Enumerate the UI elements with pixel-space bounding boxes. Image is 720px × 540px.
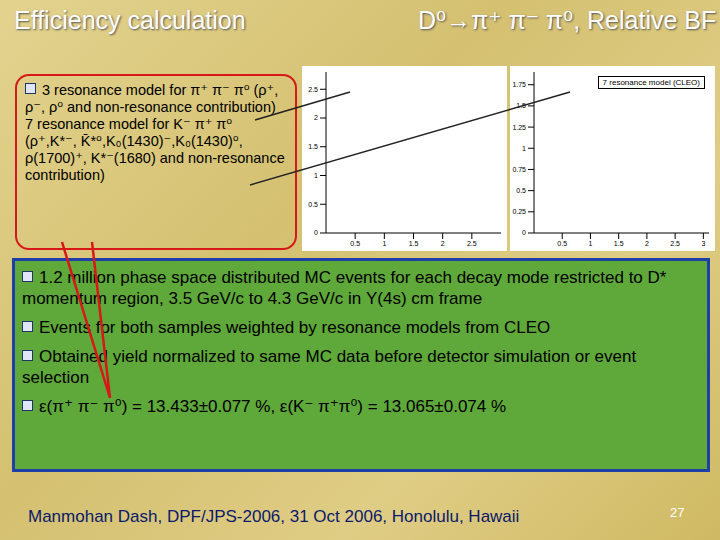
html-text:ε(π⁺ π⁻ π⁰) = 13.433±0.077 %,: ε(π⁺ π⁻ π⁰) = 13.433±0.077 %, ε(K⁻ π⁺π⁰)…: [39, 397, 507, 416]
html-text:Efficiency calculation: Efficiency calculation: [14, 6, 246, 34]
svg-text:1: 1: [588, 240, 592, 247]
svg-text:0: 0: [522, 229, 526, 236]
svg-text:1.5: 1.5: [409, 240, 419, 247]
svg-text:1.5: 1.5: [516, 102, 526, 109]
svg-text:1: 1: [314, 172, 318, 179]
svg-text:1: 1: [522, 145, 526, 152]
html-text:27: 27: [670, 505, 685, 520]
svg-text:2: 2: [645, 240, 649, 247]
html-text:D⁰→π⁺ π⁻ π⁰, Relative BF: D⁰→π⁺ π⁻ π⁰, Relative BF: [418, 6, 717, 34]
svg-text:0.25: 0.25: [512, 208, 526, 215]
html-text:7 resonance model for K⁻ π⁺ π⁰: 7 resonance model for K⁻ π⁺ π⁰ (ρ⁺,K*⁻, …: [25, 116, 285, 183]
svg-text:1.25: 1.25: [512, 124, 526, 131]
svg-text:2: 2: [441, 240, 445, 247]
svg-text:0.5: 0.5: [308, 201, 318, 208]
svg-text:1.5: 1.5: [614, 240, 624, 247]
svg-text:1: 1: [382, 240, 386, 247]
html-text:Manmohan Dash, DPF/JPS-2006, 3: Manmohan Dash, DPF/JPS-2006, 31 Oct 2006…: [28, 507, 520, 526]
html-text:1.2 million phase space distri: 1.2 million phase space distributed MC e…: [22, 268, 667, 308]
html-text:Events for both samples weight: Events for both samples weighted by reso…: [39, 318, 551, 337]
html-text:3 resonance model for π⁺ π⁻ π⁰: 3 resonance model for π⁺ π⁻ π⁰ (ρ⁺, ρ⁻, …: [25, 82, 279, 115]
svg-text:0.5: 0.5: [350, 240, 360, 247]
svg-text:0.5: 0.5: [516, 187, 526, 194]
svg-text:0: 0: [314, 229, 318, 236]
svg-text:2.5: 2.5: [467, 240, 477, 247]
svg-text:2.5: 2.5: [670, 240, 680, 247]
html-text:Obtained yield normalized to s: Obtained yield normalized to same MC dat…: [22, 347, 637, 387]
svg-text:1.75: 1.75: [512, 81, 526, 88]
svg-text:2.5: 2.5: [308, 86, 318, 93]
svg-text:0.75: 0.75: [512, 166, 526, 173]
svg-text:2: 2: [314, 114, 318, 121]
svg-text:0.5: 0.5: [557, 240, 567, 247]
html-text:7 resonance model (CLEO): 7 resonance model (CLEO): [602, 78, 700, 87]
svg-text:1.5: 1.5: [308, 143, 318, 150]
svg-text:3: 3: [701, 240, 705, 247]
